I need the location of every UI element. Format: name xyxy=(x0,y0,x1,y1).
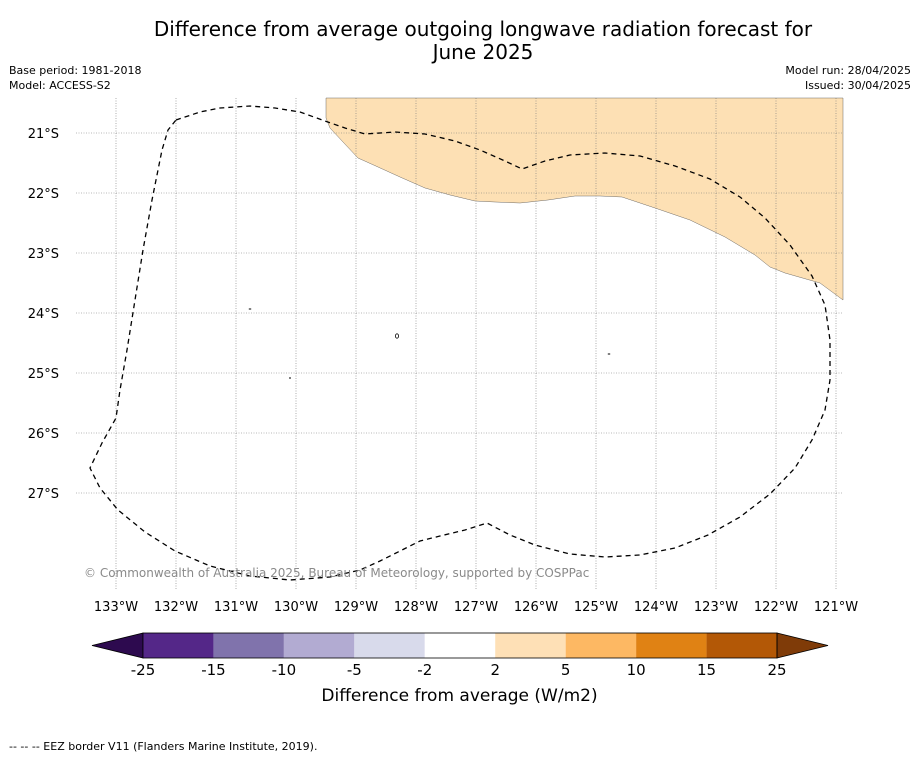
colorbar-title: Difference from average (W/m2) xyxy=(321,686,598,706)
colorbar-tick-label: -2 xyxy=(417,661,433,679)
lat-label: 27°S xyxy=(28,487,59,502)
lon-label: 132°W xyxy=(154,600,198,615)
map-gridlines xyxy=(76,98,843,590)
lon-label: 124°W xyxy=(634,600,678,615)
lon-label: 131°W xyxy=(214,600,258,615)
lon-label: 129°W xyxy=(334,600,378,615)
lat-label: 23°S xyxy=(28,247,59,262)
title-line-1: Difference from average outgoing longwav… xyxy=(153,17,813,41)
colorbar-segment xyxy=(495,633,566,658)
lon-label: 123°W xyxy=(694,600,738,615)
colorbar-tick-label: -25 xyxy=(130,661,156,679)
lon-label: 126°W xyxy=(514,600,558,615)
colorbar-segment xyxy=(424,633,496,658)
title-line-2: June 2025 xyxy=(432,40,534,64)
colorbar-extend-high xyxy=(776,632,829,659)
eez-border xyxy=(89,105,831,581)
base-period: Base period: 1981-2018 xyxy=(9,64,142,77)
colorbar-tick-label: 2 xyxy=(490,661,500,679)
lon-label: 128°W xyxy=(394,600,438,615)
lat-label: 21°S xyxy=(28,127,59,142)
colorbar-segment xyxy=(283,633,355,658)
lat-label: 26°S xyxy=(28,427,59,442)
colorbar-tick-label: 10 xyxy=(626,661,646,679)
colorbar-outline xyxy=(142,632,778,659)
colorbar-tick-label: -5 xyxy=(346,661,362,679)
lon-label: 125°W xyxy=(574,600,618,615)
map-area: © Commonwealth of Australia 2025, Bureau… xyxy=(76,97,844,590)
eez-footnote: -- -- -- EEZ border V11 (Flanders Marine… xyxy=(9,740,318,753)
meta-left: Base period: 1981-2018 Model: ACCESS-S2 xyxy=(9,63,141,93)
lat-label: 24°S xyxy=(28,307,59,322)
latitude-labels: 21°S 22°S 23°S 24°S 25°S 26°S 27°S xyxy=(28,127,59,502)
colorbar-tick-label: -10 xyxy=(271,661,297,679)
meta-right: Model run: 28/04/2025 Issued: 30/04/2025 xyxy=(785,63,911,93)
colorbar-segment xyxy=(354,633,425,658)
shaded-anomaly-area xyxy=(325,97,844,301)
lon-label: 127°W xyxy=(454,600,498,615)
islands xyxy=(248,308,611,379)
lon-label: 121°W xyxy=(814,600,858,615)
model-name: Model: ACCESS-S2 xyxy=(9,79,111,92)
colorbar-segment xyxy=(143,633,214,658)
colorbar-tick-label: 5 xyxy=(560,661,571,679)
colorbar xyxy=(91,632,829,659)
lat-label: 22°S xyxy=(28,187,59,202)
model-run: Model run: 28/04/2025 xyxy=(785,64,911,77)
colorbar-segment xyxy=(213,633,284,658)
colorbar-segment xyxy=(636,633,707,658)
colorbar-extend-low xyxy=(91,632,144,659)
colorbar-tick-label: 25 xyxy=(767,661,787,679)
lon-label: 122°W xyxy=(754,600,798,615)
colorbar-segment xyxy=(565,633,637,658)
island-marker xyxy=(394,333,399,339)
copyright-notice: © Commonwealth of Australia 2025, Bureau… xyxy=(84,566,589,580)
lat-label: 25°S xyxy=(28,367,59,382)
chart-title: Difference from average outgoing longwav… xyxy=(70,18,896,64)
colorbar-segment xyxy=(706,633,777,658)
colorbar-tick-label: -15 xyxy=(201,661,226,679)
issued-date: Issued: 30/04/2025 xyxy=(804,79,911,92)
colorbar-tick-label: 15 xyxy=(697,661,717,679)
longitude-labels: 133°W 132°W 131°W 130°W 129°W 128°W 127°W 126°W… xyxy=(94,600,858,615)
lon-label: 133°W xyxy=(94,600,138,615)
lon-label: 130°W xyxy=(274,600,318,615)
